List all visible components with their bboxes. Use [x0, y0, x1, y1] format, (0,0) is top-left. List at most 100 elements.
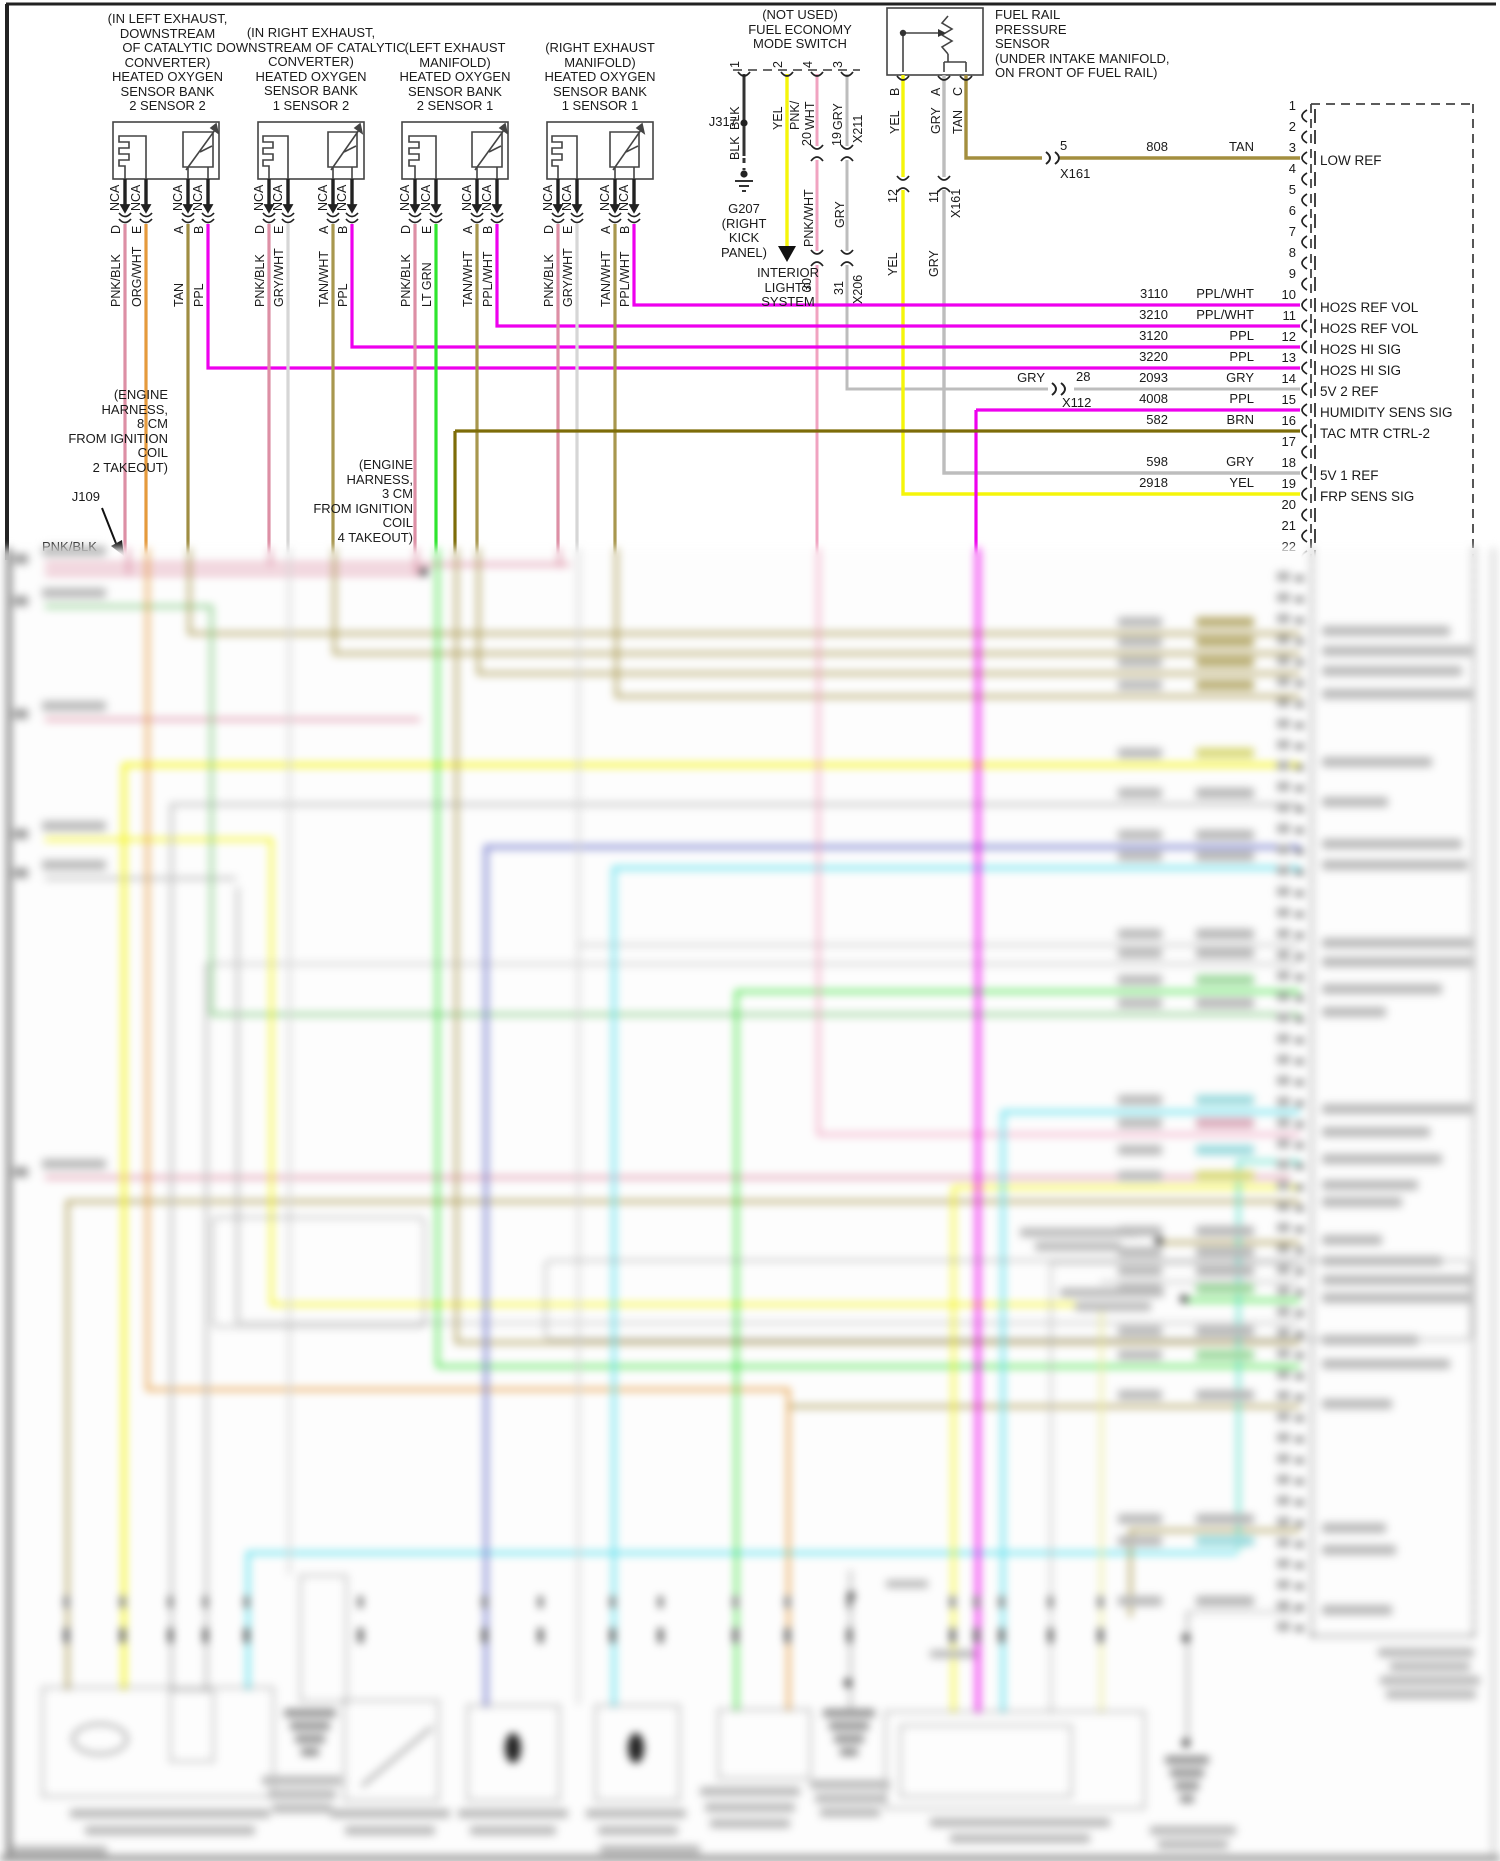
blur-text-blob — [1322, 1104, 1472, 1114]
terminal-letter-label: A — [599, 225, 613, 234]
connector-arc-icon — [1301, 172, 1308, 186]
blur-text-blob — [1196, 1226, 1254, 1236]
x161a-pin-label: 5 — [1060, 138, 1068, 153]
ecm-signal-label: FRP SENS SIG — [1320, 489, 1415, 504]
blur-text-blob — [658, 1628, 663, 1643]
blur-wire — [1001, 1110, 1300, 1114]
blur-text-blob — [1075, 1302, 1151, 1311]
blur-text-blob — [1296, 1542, 1303, 1547]
blur-text-blob — [42, 1159, 106, 1169]
circuit-color: PPL — [1229, 328, 1254, 343]
blur-text-blob — [1277, 1034, 1290, 1043]
blur-text-blob — [1380, 1676, 1480, 1685]
connector-arc-icon — [551, 212, 565, 218]
nca-label: NCA — [335, 184, 349, 211]
blur-wire — [45, 718, 420, 721]
blur-text-blob — [610, 1628, 615, 1643]
blur-text-blob — [1196, 1536, 1254, 1546]
blur-text-blob — [1196, 1145, 1254, 1155]
blur-text-blob — [1296, 933, 1303, 938]
blur-wire — [45, 563, 570, 566]
blur-text-blob — [1277, 698, 1290, 707]
blur-text-blob — [1296, 702, 1303, 707]
blur-text-blob — [64, 1596, 69, 1608]
connector-arc-icon — [840, 144, 854, 150]
nca-label: NCA — [560, 184, 574, 211]
blur-component-box — [170, 1690, 214, 1762]
blur-text-blob — [1296, 618, 1303, 623]
connector-arc-icon — [810, 144, 824, 150]
blur-text-blob — [1277, 1265, 1290, 1274]
blur-text-blob — [785, 1628, 790, 1643]
nca-label: NCA — [419, 184, 433, 211]
wire-color-label: GRY — [833, 201, 847, 228]
wire-color-label: PNK/BLK — [253, 254, 267, 307]
connector-arc-icon — [937, 187, 951, 193]
blur-text-blob — [1322, 1523, 1386, 1533]
wire-color-label: YEL — [771, 106, 785, 130]
blur-sensor-element — [505, 1733, 521, 1763]
blur-text-blob — [1277, 1349, 1290, 1358]
blur-text-blob — [658, 1596, 663, 1608]
blur-text-blob — [1390, 1662, 1470, 1671]
connector-arc-icon — [1301, 529, 1308, 543]
ecm-pin-number: 5 — [1288, 182, 1296, 197]
x112-id-label: X112 — [1062, 395, 1092, 410]
connector-arc-icon — [840, 156, 854, 162]
connector-arc-icon — [139, 218, 153, 224]
blur-text-blob — [1296, 1038, 1303, 1043]
blur-wire — [735, 990, 1300, 993]
blur-wire — [976, 548, 980, 1713]
blur-wire — [952, 1186, 955, 1713]
circuit-number: 3110 — [1140, 286, 1168, 301]
sensor2-title: (IN RIGHT EXHAUST, DOWNSTREAM OF CATALYTI… — [216, 25, 406, 113]
blur-text-blob — [1118, 1326, 1162, 1336]
blur-text-blob — [1048, 1628, 1053, 1643]
blur-text-blob — [1296, 912, 1303, 917]
blur-text-blob — [284, 1709, 336, 1717]
blur-text-blob — [1296, 765, 1303, 770]
blur-text-blob — [1296, 1332, 1303, 1337]
blur-wire — [146, 548, 149, 1390]
blur-wire — [1100, 1281, 1300, 1283]
component-symbol-icon — [488, 145, 502, 153]
blur-text-blob — [1296, 1017, 1303, 1022]
blur-text-blob — [1296, 1311, 1303, 1316]
nca-label: NCA — [316, 184, 330, 211]
terminal-letter-label: B — [888, 87, 902, 96]
blur-text-blob — [1098, 1596, 1103, 1608]
blur-text-blob — [1277, 1496, 1290, 1505]
inline-pin-number: 20 — [800, 132, 814, 146]
blur-text-blob — [1322, 984, 1442, 994]
blur-component-box — [344, 1700, 439, 1801]
j317-label: J317 — [708, 114, 737, 129]
ecm-signal-label: HO2S HI SIG — [1320, 342, 1402, 357]
wire-color-label: ORG/WHT — [130, 246, 144, 307]
blur-text-blob — [301, 1748, 319, 1756]
wire-color-label: PPL/WHT — [481, 251, 495, 307]
blur-text-blob — [14, 709, 28, 719]
blur-text-blob — [1277, 1244, 1290, 1253]
blur-text-blob — [1322, 1545, 1396, 1555]
blur-text-blob — [1296, 1185, 1303, 1190]
connector-arc-icon — [262, 218, 276, 224]
blur-sensor-element — [628, 1733, 644, 1763]
blur-text-blob — [1322, 957, 1472, 967]
blur-text-blob — [14, 596, 28, 606]
component-symbol-icon — [343, 145, 357, 153]
blur-text-blob — [815, 1794, 885, 1803]
ecm-signal-label: 5V 1 REF — [1320, 468, 1379, 483]
blur-wire — [1050, 1262, 1052, 1713]
ecm-signal-label: HO2S REF VOL — [1320, 321, 1419, 336]
blur-wire — [787, 1405, 1300, 1408]
connector-arc-icon — [1051, 382, 1057, 396]
terminal-letter-label: A — [461, 225, 475, 234]
blur-text-blob — [1118, 637, 1162, 647]
terminal-letter-label: D — [253, 224, 267, 234]
connector-arc-icon — [262, 212, 276, 218]
blur-wire — [577, 944, 1300, 946]
wire-color-label: PNK/WHT — [802, 189, 816, 247]
blur-text-blob — [886, 1580, 928, 1588]
ecm-pin-number: 14 — [1281, 371, 1296, 386]
blur-text-blob — [1322, 1127, 1430, 1137]
